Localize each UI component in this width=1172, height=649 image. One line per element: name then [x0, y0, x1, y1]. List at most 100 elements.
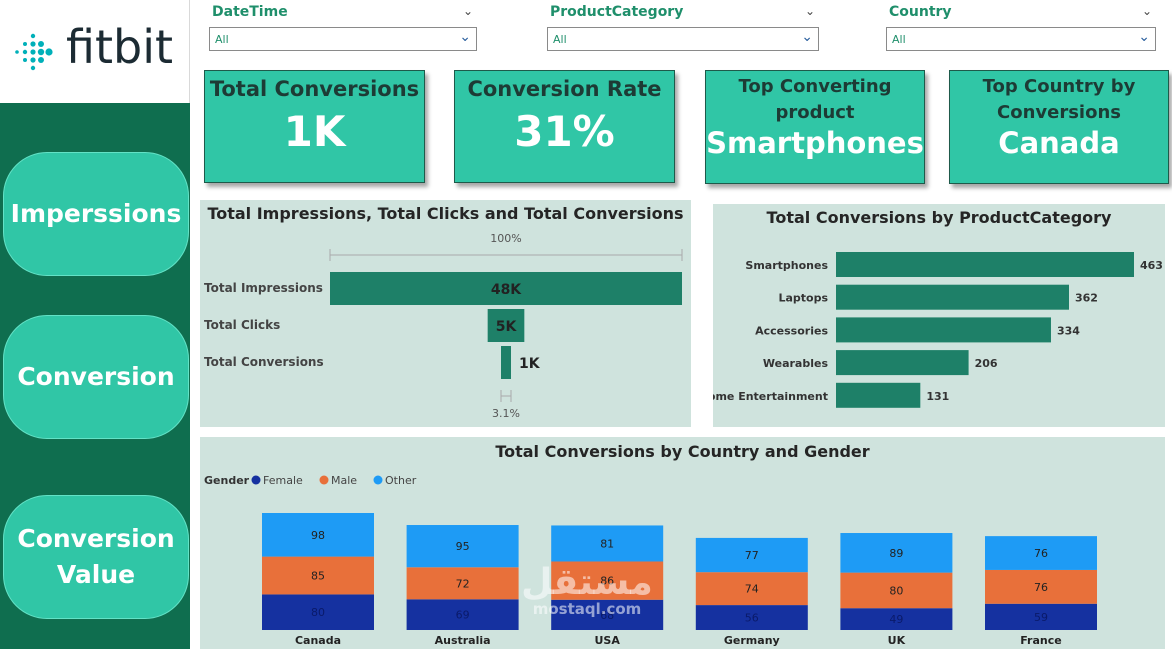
chevron-down-icon[interactable]: ⌄ [462, 4, 473, 18]
productcategory-slicer-label: ProductCategory [550, 4, 684, 20]
segment-value-label: 59 [1034, 611, 1048, 624]
country-dropdown[interactable]: All ⌄ [886, 27, 1156, 51]
country-gender-chart-panel: Total Conversions by Country and Gender … [200, 437, 1165, 649]
legend-title: Gender [204, 474, 250, 487]
stacked-bar-segment [985, 603, 1097, 630]
funnel-value-label: 5K [496, 319, 518, 335]
segment-value-label: 69 [456, 609, 470, 622]
category-label: Smartphones [745, 259, 828, 272]
funnel-chart-title: Total Impressions, Total Clicks and Tota… [207, 204, 684, 223]
conversion-nav-label: Conversion [17, 362, 175, 391]
brand-name: fitbit [66, 20, 174, 74]
funnel-bar [487, 309, 525, 342]
stacked-bar-segment [985, 569, 1097, 604]
category-chart-panel: Total Conversions by ProductCategory Sma… [713, 204, 1165, 427]
country-label: UK [888, 634, 906, 647]
stacked-bar-segment [406, 525, 519, 568]
chevron-down-icon[interactable]: ⌄ [459, 29, 471, 45]
funnel-value-label: 1K [519, 356, 541, 372]
datetime-dropdown[interactable]: All ⌄ [209, 27, 477, 51]
legend-label: Female [263, 474, 303, 487]
country-gender-stacked-chart: Gender Female Male Other 80 85 98 Canada 69 72 95 A… [204, 474, 1097, 647]
category-label: Accessories [755, 324, 828, 337]
chevron-down-icon[interactable]: ⌄ [801, 29, 813, 45]
funnel-category-label: Total Conversions [204, 355, 324, 369]
stacked-bar-segment [262, 513, 374, 557]
category-value-label: 463 [1140, 259, 1163, 272]
segment-value-label: 76 [1034, 581, 1048, 594]
legend-marker [319, 475, 329, 485]
segment-value-label: 49 [889, 613, 903, 626]
chevron-down-icon[interactable]: ⌄ [804, 4, 815, 18]
sidebar: fitbit Imperssions Conversion Conversion… [0, 0, 190, 649]
kpi-card-total-conversions: Total Conversions 1K [204, 70, 425, 183]
stacked-bar-segment [551, 525, 664, 562]
legend-marker [251, 475, 261, 485]
conversion-value-nav-label: Conversion Value [17, 524, 175, 589]
funnel-top-label: 100% [490, 232, 521, 245]
segment-value-label: 98 [311, 529, 325, 542]
segment-value-label: 77 [745, 549, 759, 562]
segment-value-label: 80 [889, 584, 903, 597]
stacked-bar-segment [551, 561, 664, 600]
kpi-value: 31% [514, 107, 615, 156]
category-bar-chart: Smartphones 463 Laptops 362 Accessories 334 We… [713, 252, 1163, 408]
country-label: Canada [295, 634, 341, 647]
segment-value-label: 80 [311, 606, 325, 619]
country-label: Australia [435, 634, 491, 647]
funnel-chart-panel: Total Impressions, Total Clicks and Tota… [200, 200, 691, 427]
stacked-bar-segment [985, 536, 1097, 570]
category-bar [836, 284, 1069, 310]
category-bar [836, 382, 921, 408]
country-label: USA [595, 634, 621, 647]
segment-value-label: 89 [889, 547, 903, 560]
segment-value-label: 95 [456, 540, 470, 553]
productcategory-selected-value: All [553, 33, 567, 46]
country-slicer[interactable]: Country ⌄ All ⌄ [886, 0, 1156, 54]
category-bar [836, 252, 1134, 277]
legend-label: Other [385, 474, 417, 487]
brand-logo: fitbit [0, 0, 190, 103]
chevron-down-icon[interactable]: ⌄ [1141, 4, 1152, 18]
category-value-label: 206 [975, 357, 998, 370]
stacked-bar-segment [840, 608, 953, 630]
chevron-down-icon[interactable]: ⌄ [1138, 29, 1150, 45]
category-chart-title: Total Conversions by ProductCategory [766, 208, 1112, 227]
legend-label: Male [331, 474, 357, 487]
conversion-value-nav-button[interactable]: Conversion Value [3, 495, 189, 619]
stacked-bar-segment [262, 556, 374, 595]
segment-value-label: 86 [600, 575, 614, 588]
segment-value-label: 81 [600, 537, 614, 550]
productcategory-dropdown[interactable]: All ⌄ [547, 27, 819, 51]
segment-value-label: 74 [745, 583, 759, 596]
stacked-bar-segment [840, 533, 953, 573]
funnel-chart: 100% Total Impressions 48K Total Clicks 5K To… [204, 232, 683, 420]
kpi-card-top-product: Top Converting product Smartphones [705, 70, 925, 184]
category-value-label: 334 [1057, 324, 1080, 337]
funnel-value-label: 48K [491, 282, 522, 298]
datetime-slicer[interactable]: DateTime ⌄ All ⌄ [209, 0, 477, 54]
impressions-nav-button[interactable]: Imperssions [3, 152, 189, 276]
datetime-selected-value: All [215, 33, 229, 46]
segment-value-label: 85 [311, 570, 325, 583]
impressions-nav-label: Imperssions [10, 199, 182, 228]
category-value-label: 362 [1075, 292, 1098, 305]
category-label: Laptops [778, 292, 828, 305]
country-label: Germany [724, 634, 780, 647]
stacked-bar-segment [695, 572, 808, 606]
funnel-bar [330, 272, 682, 305]
stacked-bar-segment [695, 605, 808, 630]
conversion-nav-button[interactable]: Conversion [3, 315, 189, 439]
productcategory-slicer[interactable]: ProductCategory ⌄ All ⌄ [547, 0, 819, 54]
segment-value-label: 72 [456, 577, 470, 590]
stacked-bar-segment [551, 599, 664, 630]
stacked-bar-segment [695, 537, 808, 573]
stacked-bar-segment [406, 567, 519, 600]
kpi-card-conversion-rate: Conversion Rate 31% [454, 70, 675, 183]
kpi-title: Total Conversions [209, 77, 420, 101]
kpi-value: 1K [283, 107, 346, 156]
fitbit-dots-icon [15, 33, 53, 71]
kpi-title: Conversion Rate [467, 77, 662, 101]
funnel-category-label: Total Clicks [204, 318, 280, 332]
